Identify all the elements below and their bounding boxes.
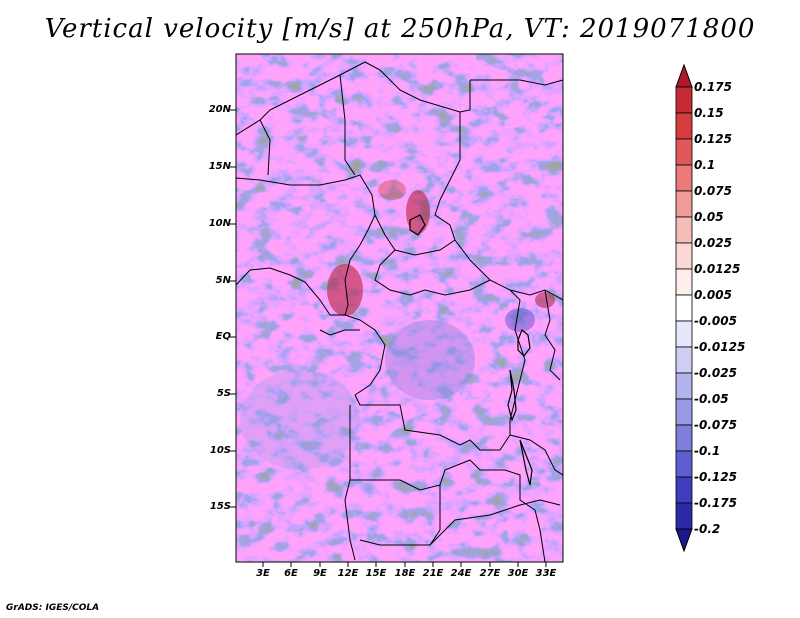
colorbar-label: -0.175: [694, 496, 737, 510]
grads-credit: GrADS: IGES/COLA: [6, 603, 100, 613]
colorbar-swatch: [675, 502, 693, 530]
colorbar-label: -0.05: [694, 392, 729, 406]
colorbar-swatch: [675, 450, 693, 478]
colorbar-label: -0.025: [694, 366, 737, 380]
lon-label-21e: 21E: [422, 568, 444, 579]
lon-label-30e: 30E: [507, 568, 529, 579]
lat-label-20n: 20N: [208, 104, 231, 115]
colorbar-label: 0.0125: [694, 262, 741, 276]
lon-label-24e: 24E: [450, 568, 472, 579]
lon-label-33e: 33E: [535, 568, 557, 579]
colorbar-swatch: [675, 242, 693, 270]
colorbar-swatch: [675, 216, 693, 244]
lat-label-10n: 10N: [208, 218, 231, 229]
colorbar-swatch: [675, 190, 693, 218]
lakes: [409, 214, 533, 486]
colorbar-label: -0.005: [694, 314, 737, 328]
lon-label-6e: 6E: [284, 568, 298, 579]
colorbar-label: 0.125: [694, 132, 732, 146]
colorbar-swatch: [675, 476, 693, 504]
lon-label-9e: 9E: [313, 568, 327, 579]
lat-label-eq: EQ: [215, 331, 231, 342]
colorbar-label: 0.15: [694, 106, 724, 120]
colorbar-arrow-bottom: [675, 528, 693, 553]
colorbar-label: 0.005: [694, 288, 732, 302]
colorbar-swatch: [675, 164, 693, 192]
colorbar-swatch: [675, 320, 693, 348]
colorbar-label: -0.075: [694, 418, 737, 432]
colorbar-swatch: [675, 138, 693, 166]
colorbar-swatch: [675, 346, 693, 374]
latitude-ticks: [230, 109, 236, 508]
colorbar-label: -0.0125: [694, 340, 746, 354]
colorbar-label: -0.125: [694, 470, 737, 484]
colorbar-swatch: [675, 294, 693, 322]
chart-title: Vertical velocity [m/s] at 250hPa, VT: 2…: [44, 14, 756, 44]
longitude-ticks: [262, 562, 547, 567]
lon-label-12e: 12E: [337, 568, 359, 579]
lat-label-5n: 5N: [215, 275, 231, 286]
colorbar-swatch: [675, 112, 693, 140]
lat-label-10s: 10S: [209, 445, 231, 456]
lon-label-18e: 18E: [394, 568, 416, 579]
colorbar-label: 0.075: [694, 184, 732, 198]
velocity-field: [236, 54, 563, 562]
map-frame: [235, 53, 564, 563]
lon-label-27e: 27E: [479, 568, 501, 579]
colorbar-label: 0.175: [694, 80, 732, 94]
colorbar-swatch: [675, 86, 693, 114]
colorbar-swatch: [675, 398, 693, 426]
colorbar-label: 0.1: [694, 158, 716, 172]
country-borders: [236, 61, 563, 562]
colorbar: [675, 63, 693, 553]
colorbar-label: 0.025: [694, 236, 732, 250]
colorbar-arrow-top: [675, 63, 693, 88]
lat-label-15s: 15S: [209, 501, 231, 512]
colorbar-label: -0.1: [694, 444, 721, 458]
colorbar-label: -0.2: [694, 522, 721, 536]
lon-label-15e: 15E: [365, 568, 387, 579]
lat-label-15n: 15N: [208, 161, 231, 172]
colorbar-swatch: [675, 268, 693, 296]
lon-label-3e: 3E: [256, 568, 270, 579]
colorbar-label: 0.05: [694, 210, 724, 224]
colorbar-swatch: [675, 372, 693, 400]
lat-label-5s: 5S: [216, 388, 231, 399]
colorbar-swatch: [675, 424, 693, 452]
